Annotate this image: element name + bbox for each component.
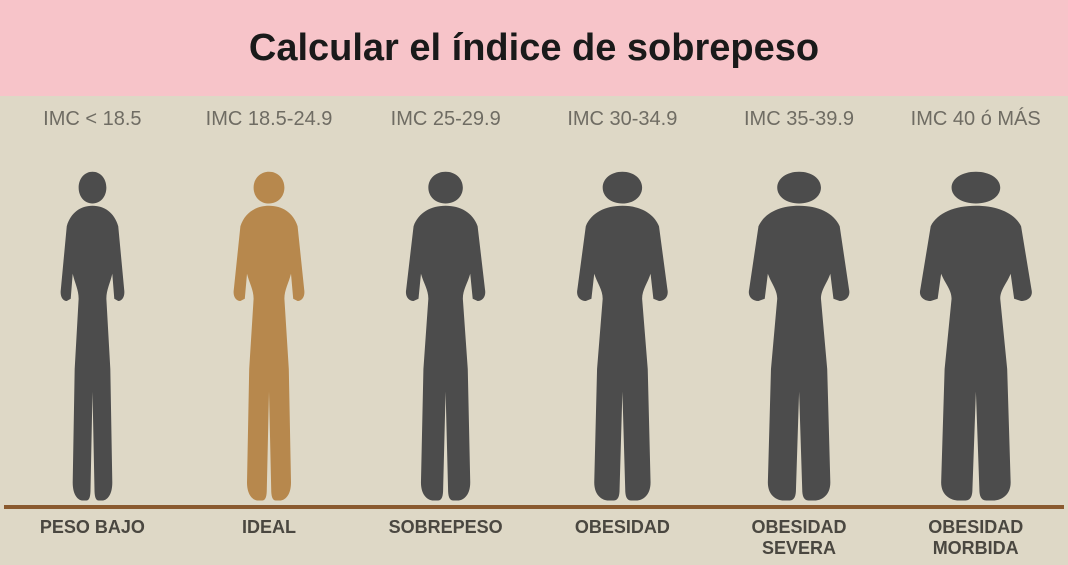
imc-range-label: IMC 35-39.9 — [744, 108, 854, 131]
header: Calcular el índice de sobrepeso — [0, 0, 1068, 96]
imc-range-label: IMC 25-29.9 — [391, 108, 501, 131]
figure-container — [887, 139, 1064, 505]
body-silhouette-icon — [552, 165, 693, 505]
body-silhouette-icon — [721, 165, 877, 505]
bmi-category: IMC < 18.5 PESO BAJO — [4, 108, 181, 565]
figure-container — [4, 139, 181, 505]
body-silhouette-icon — [43, 165, 142, 505]
body-silhouette-icon — [384, 165, 507, 505]
body-silhouette-icon — [889, 165, 1063, 505]
bmi-category: IMC 18.5-24.9 IDEAL — [181, 108, 358, 565]
figure-container — [534, 139, 711, 505]
bmi-chart: IMC < 18.5 PESO BAJOIMC 18.5-24.9 IDEALI… — [0, 96, 1068, 565]
bmi-category: IMC 40 ó MÁS OBESIDAD MORBIDA — [887, 108, 1064, 565]
bmi-category: IMC 30-34.9 OBESIDAD — [534, 108, 711, 565]
imc-range-label: IMC < 18.5 — [43, 108, 141, 131]
imc-range-label: IMC 30-34.9 — [567, 108, 677, 131]
bmi-category: IMC 25-29.9 SOBREPESO — [357, 108, 534, 565]
figure-container — [711, 139, 888, 505]
imc-range-label: IMC 18.5-24.9 — [206, 108, 333, 131]
imc-range-label: IMC 40 ó MÁS — [911, 108, 1041, 131]
body-silhouette-icon — [214, 165, 324, 505]
category-label: SOBREPESO — [389, 509, 503, 565]
figure-container — [357, 139, 534, 505]
category-label: PESO BAJO — [40, 509, 145, 565]
category-label: OBESIDAD — [575, 509, 670, 565]
category-label: IDEAL — [242, 509, 296, 565]
category-label: OBESIDAD MORBIDA — [928, 509, 1023, 565]
category-label: OBESIDAD SEVERA — [752, 509, 847, 565]
bmi-category: IMC 35-39.9 OBESIDAD SEVERA — [711, 108, 888, 565]
page-title: Calcular el índice de sobrepeso — [249, 27, 819, 70]
figure-container — [181, 139, 358, 505]
